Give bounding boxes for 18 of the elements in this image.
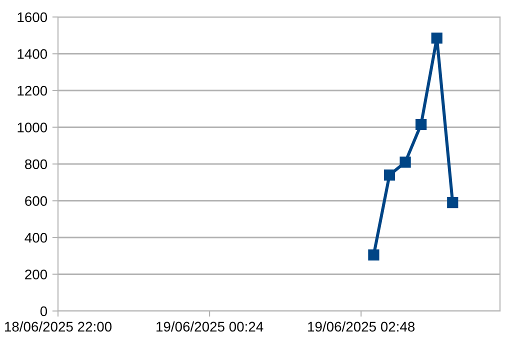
y-tick-label: 1000 — [18, 122, 48, 132]
y-tick-label: 200 — [25, 270, 48, 280]
y-tick-label: 1400 — [18, 49, 48, 59]
point — [431, 32, 442, 44]
x-tick-label: 19/06/2025 00:24 — [156, 321, 264, 332]
x-tick-label: 19/06/2025 02:48 — [308, 321, 415, 332]
point — [384, 169, 396, 181]
y-tick-label: 800 — [25, 159, 48, 170]
point — [400, 156, 411, 168]
x-tick-label: 18/06/2025 22:00 — [5, 321, 112, 332]
point — [368, 249, 380, 261]
y-tick-label: 1600 — [18, 12, 48, 22]
point — [447, 197, 458, 208]
y-tick-label: 1200 — [18, 86, 48, 96]
y-tick-label: 600 — [25, 196, 48, 206]
point — [416, 118, 427, 130]
y-tick-label: 400 — [24, 232, 48, 243]
y-tick-label: 0 — [40, 306, 48, 316]
